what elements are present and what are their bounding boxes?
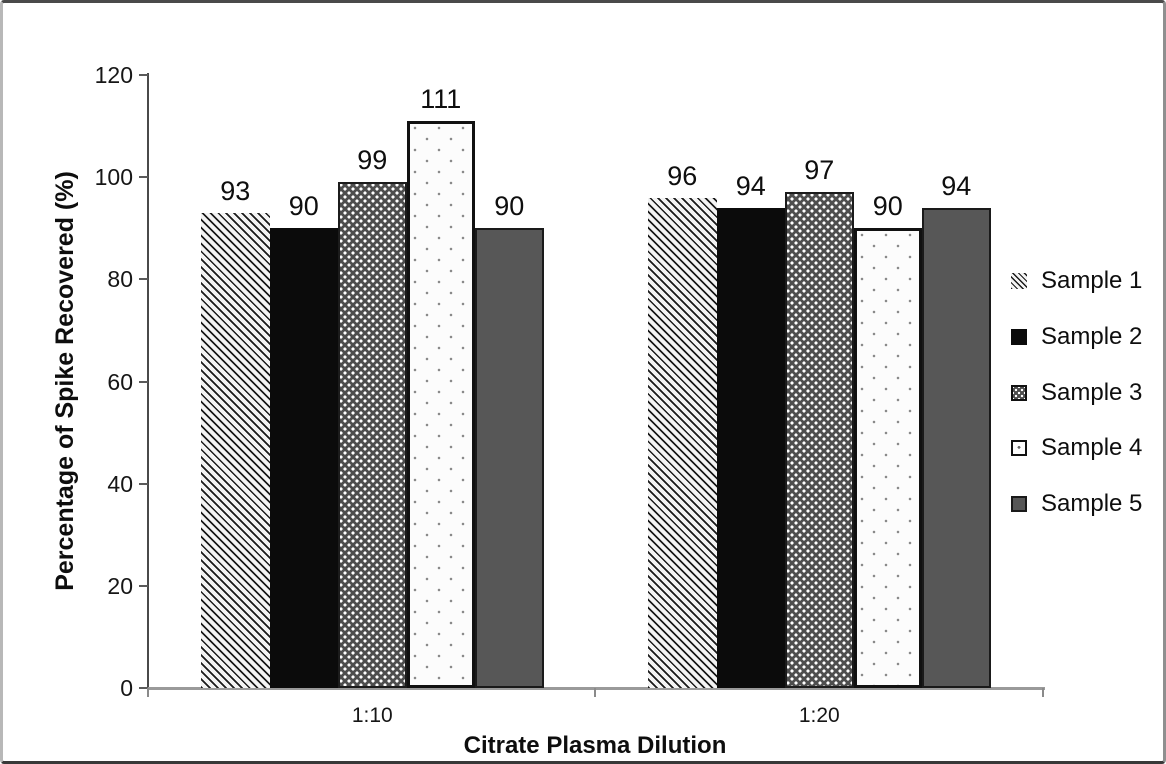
bar-value-label: 90 — [288, 191, 319, 222]
bar — [785, 192, 854, 688]
legend-item: Sample 3 — [1011, 379, 1161, 407]
y-tick-label: 80 — [107, 266, 133, 293]
solid-gray-swatch-icon — [1011, 496, 1027, 513]
x-axis-line — [147, 687, 1045, 690]
bar-value-label: 97 — [804, 155, 835, 186]
solid-black-swatch-icon — [1011, 328, 1027, 345]
y-tick-label: 100 — [94, 164, 133, 191]
bar-value-label: 96 — [667, 160, 698, 191]
y-tick-mark — [139, 584, 148, 587]
bar — [406, 120, 475, 688]
legend-item: Sample 5 — [1011, 490, 1161, 518]
legend-label: Sample 5 — [1041, 490, 1143, 518]
legend-label: Sample 4 — [1041, 434, 1143, 462]
bar-value-label: 99 — [357, 145, 388, 176]
x-tick-mark — [147, 688, 149, 697]
bar-value-label: 90 — [872, 191, 903, 222]
legend-label: Sample 3 — [1041, 378, 1143, 406]
white-dots-swatch-icon — [1011, 440, 1027, 457]
y-tick-mark — [139, 278, 148, 281]
bar — [475, 228, 544, 688]
bar — [853, 228, 922, 688]
diagonal-hatch-swatch-icon — [1011, 273, 1027, 289]
bar-value-label: 93 — [220, 175, 251, 206]
checker-dots-dark-swatch-icon — [1011, 384, 1027, 401]
legend-label: Sample 2 — [1041, 322, 1143, 350]
y-tick-mark — [139, 74, 148, 76]
bar — [338, 182, 407, 688]
y-tick-label: 0 — [120, 675, 133, 701]
bar — [269, 228, 338, 688]
y-tick-mark — [139, 687, 148, 689]
x-axis-title: Citrate Plasma Dilution — [463, 732, 727, 759]
legend-item: Sample 4 — [1011, 434, 1161, 462]
bar-value-label: 94 — [941, 170, 972, 201]
x-tick-mark — [594, 688, 596, 697]
bar — [922, 207, 991, 688]
legend-label: Sample 1 — [1041, 267, 1143, 294]
legend-item: Sample 2 — [1011, 323, 1161, 351]
x-category-label: 1:20 — [798, 704, 840, 727]
bar-value-label: 111 — [420, 83, 462, 114]
y-axis-line — [147, 73, 149, 690]
y-tick-label: 40 — [107, 470, 133, 497]
y-tick-mark — [139, 176, 148, 179]
bar — [648, 197, 717, 688]
y-tick-mark — [139, 380, 148, 383]
y-tick-label: 120 — [94, 62, 133, 88]
x-category-label: 1:10 — [351, 704, 393, 727]
x-tick-mark — [1042, 688, 1044, 697]
bar-value-label: 90 — [494, 191, 525, 222]
bar — [201, 212, 270, 688]
y-tick-mark — [139, 482, 148, 485]
y-tick-label: 60 — [107, 368, 133, 395]
bar-value-label: 94 — [735, 170, 766, 201]
y-tick-label: 20 — [107, 572, 133, 599]
bar — [716, 207, 785, 688]
legend-item: Sample 1 — [1011, 267, 1161, 295]
